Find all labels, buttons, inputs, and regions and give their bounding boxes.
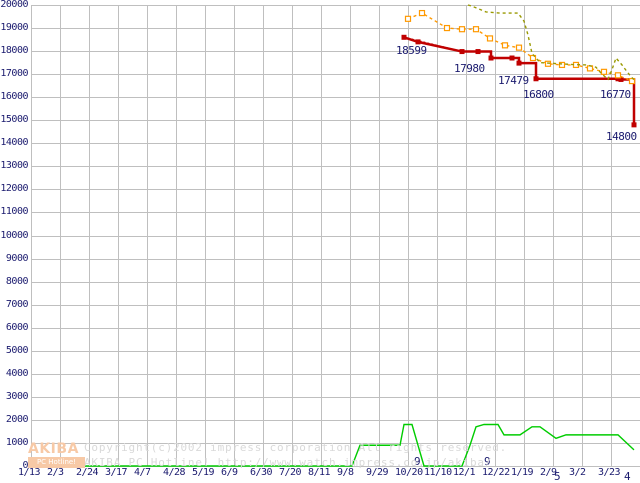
data-point-marker <box>618 76 624 82</box>
y-axis-label: 3000 <box>5 390 29 402</box>
series-price-main <box>401 34 637 128</box>
x-axis-label: 6/30 <box>250 467 273 478</box>
x-axis-label: 8/11 <box>308 467 331 478</box>
y-axis-label: 0 <box>22 460 28 471</box>
x-axis-label: 11/10 <box>424 467 452 478</box>
data-point-marker <box>459 49 465 55</box>
data-point-marker <box>516 60 522 66</box>
data-label: 4 <box>624 470 631 483</box>
akiba-logo-title: AKIBA <box>28 441 79 457</box>
y-axis-label: 7000 <box>5 298 29 310</box>
x-axis-label: 2/24 <box>76 467 99 478</box>
x-axis-label: 3/23 <box>598 467 621 478</box>
x-axis-label: 6/9 <box>221 467 238 478</box>
data-point-marker <box>415 39 421 45</box>
data-point-marker <box>401 34 407 40</box>
y-axis-label: 17000 <box>0 68 28 80</box>
data-label: 14800 <box>606 130 637 143</box>
x-axis-label: 2/9 <box>540 467 557 478</box>
y-axis-label: 10000 <box>0 229 28 241</box>
y-axis-label: 13000 <box>0 160 28 172</box>
akiba-logo-subtitle: PC Hotline! <box>28 457 85 468</box>
data-label: 17980 <box>454 62 485 75</box>
data-label: 18599 <box>396 44 427 57</box>
y-axis-label: 5000 <box>5 344 29 356</box>
x-axis-label: 3/17 <box>105 467 128 478</box>
x-axis-label: 4/7 <box>134 467 151 478</box>
data-point-marker <box>515 44 523 51</box>
data-point-marker <box>533 76 539 82</box>
data-point-marker <box>472 26 480 33</box>
y-axis-label: 18000 <box>0 45 28 57</box>
x-axis-label: 10/20 <box>395 467 423 478</box>
data-point-marker <box>404 15 412 22</box>
y-axis-label: 2000 <box>5 413 29 425</box>
data-label: 16770 <box>600 88 631 101</box>
x-axis-label: 12/1 <box>453 467 476 478</box>
data-point-marker <box>475 49 481 55</box>
data-point-marker <box>509 55 515 61</box>
y-axis-label: 20000 <box>0 0 28 10</box>
watermark-url-line: AKIBA PC Hotline! http://www.watch.impre… <box>84 456 493 469</box>
x-axis-label: 3/2 <box>569 467 586 478</box>
x-axis-label: 9/8 <box>337 467 354 478</box>
series-line-stock-count <box>31 423 635 467</box>
y-axis-label: 9000 <box>5 252 29 264</box>
y-axis-label: 19000 <box>0 22 28 34</box>
data-point-marker <box>614 72 622 79</box>
x-axis-label: 5/19 <box>192 467 215 478</box>
data-label: 16800 <box>523 88 554 101</box>
y-axis-label: 14000 <box>0 137 28 149</box>
data-label: 9 <box>484 455 491 468</box>
series-price-tertiary <box>467 4 635 81</box>
data-point-marker <box>631 122 637 128</box>
data-point-marker <box>488 55 494 61</box>
data-point-marker <box>558 61 566 69</box>
data-point-marker <box>443 24 451 32</box>
series-price-secondary <box>404 9 636 85</box>
data-point-marker <box>600 68 608 75</box>
y-axis-label: 6000 <box>5 321 29 333</box>
x-axis-label: 4/28 <box>163 467 186 478</box>
data-point-marker <box>615 76 621 82</box>
data-label: 17479 <box>498 74 529 87</box>
watermark-copyright-line: Copyright(c)2002 impress corporation All… <box>84 441 508 454</box>
y-axis-label: 11000 <box>0 206 28 218</box>
data-label: 5 <box>554 470 561 483</box>
x-axis-label: 1/19 <box>511 467 534 478</box>
series-line-price-tertiary <box>467 4 635 81</box>
series-stock-count <box>31 423 635 467</box>
x-axis-label: 9/29 <box>366 467 389 478</box>
data-point-marker <box>418 9 426 17</box>
y-axis-label: 4000 <box>5 367 29 379</box>
y-axis-label: 8000 <box>5 275 29 287</box>
data-label: 9 <box>414 455 421 468</box>
data-point-marker <box>501 42 509 49</box>
y-axis-label: 12000 <box>0 183 28 195</box>
y-axis-label: 15000 <box>0 114 28 126</box>
data-point-marker <box>486 35 494 42</box>
akiba-logo: AKIBA PC Hotline! <box>28 441 85 469</box>
x-axis-label: 7/20 <box>279 467 302 478</box>
x-axis-label: 12/22 <box>482 467 510 478</box>
y-axis-label: 16000 <box>0 91 28 103</box>
y-axis-label: 1000 <box>5 436 29 448</box>
data-point-marker <box>458 26 466 33</box>
x-axis-label: 2/3 <box>47 467 64 478</box>
x-axis-label: 1/13 <box>18 467 41 478</box>
